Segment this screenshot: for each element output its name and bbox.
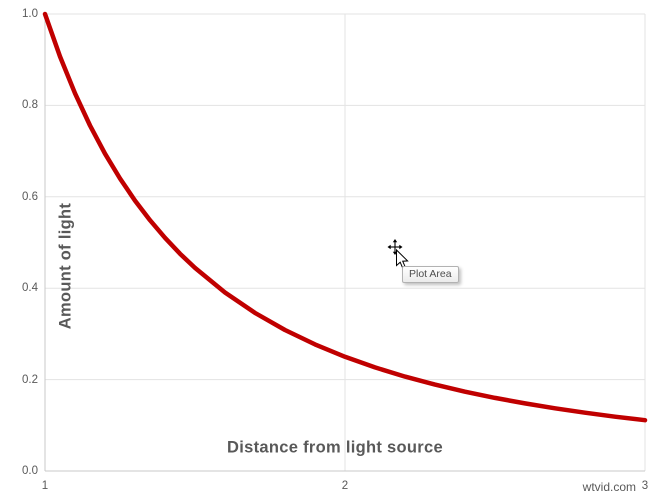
move-cursor-icon (387, 239, 409, 269)
x-tick-label: 3 (641, 480, 649, 492)
y-tick-label: 0.0 (22, 465, 38, 477)
y-tick-label: 0.4 (22, 282, 38, 295)
plot-area-tooltip: Plot Area (402, 266, 459, 283)
x-tick-label: 2 (341, 480, 349, 492)
plot-area-tooltip-text: Plot Area (409, 268, 452, 280)
y-tick-label: 0.2 (22, 373, 38, 386)
y-tick-label: 0.8 (22, 99, 38, 112)
x-axis-title: Distance from light source (227, 438, 443, 457)
y-axis-title: Amount of light (56, 202, 75, 330)
x-tick-label: 1 (41, 480, 49, 492)
y-tick-label: 0.6 (22, 190, 38, 203)
series-line (42, 11, 648, 423)
watermark: wtvid.com (582, 480, 636, 494)
y-tick-label: 1.0 (22, 8, 38, 20)
